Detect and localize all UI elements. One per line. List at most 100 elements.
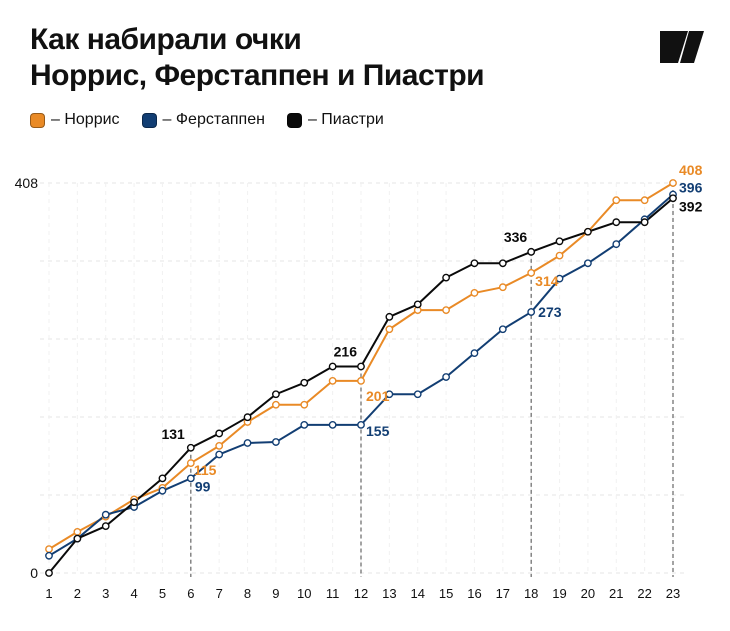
data-label-norris-race-23: 408 [679, 162, 703, 178]
data-point-verstappen [357, 420, 365, 429]
data-point-piastri [385, 312, 394, 321]
data-point-piastri [243, 413, 252, 422]
data-label-verstappen-race-6: 99 [195, 478, 211, 494]
data-point-piastri [158, 474, 167, 483]
data-point-norris [669, 179, 677, 187]
data-point-verstappen [612, 240, 621, 249]
chart-title: Как набирали очки Норрис, Ферстаппен и П… [30, 22, 485, 94]
data-label-norris-race-12: 201 [366, 388, 390, 404]
x-tick-label: 19 [552, 586, 566, 601]
chart-legend: – Норрис – Ферстаппен – Пиастри [30, 111, 384, 129]
data-point-verstappen [584, 259, 592, 268]
x-tick-label: 4 [130, 586, 137, 601]
x-tick-label: 10 [297, 586, 311, 601]
x-tick-label: 12 [354, 586, 368, 601]
data-point-norris [272, 400, 280, 409]
data-point-piastri [300, 378, 309, 387]
legend-swatch-norris [30, 112, 45, 128]
brand-logo-icon [660, 31, 704, 63]
data-point-norris [300, 400, 309, 409]
data-point-verstappen [498, 325, 507, 334]
x-tick-label: 13 [382, 586, 396, 601]
legend-item-verstappen: – Ферстаппен [141, 111, 265, 129]
data-point-norris [328, 376, 337, 385]
data-point-piastri [101, 522, 110, 531]
data-point-norris [612, 196, 621, 205]
data-point-norris [498, 283, 507, 292]
x-tick-label: 23 [666, 586, 680, 601]
data-point-norris [385, 325, 394, 334]
legend-swatch-piastri [286, 112, 302, 128]
x-tick-label: 22 [637, 586, 651, 601]
data-point-piastri [215, 429, 224, 438]
data-point-piastri [498, 259, 507, 268]
data-point-verstappen [328, 420, 337, 429]
data-point-norris [470, 289, 479, 297]
x-tick-label: 9 [272, 586, 279, 601]
data-point-verstappen [45, 551, 53, 560]
data-point-norris [73, 527, 82, 536]
data-point-norris [45, 545, 53, 554]
x-tick-label: 20 [581, 586, 595, 601]
data-point-piastri [584, 227, 592, 236]
data-point-norris [186, 459, 195, 467]
data-point-verstappen [243, 439, 252, 447]
x-tick-label: 2 [74, 586, 81, 601]
chart-title-line-2: Норрис, Ферстаппен и Пиастри [30, 59, 485, 92]
data-point-verstappen [470, 349, 479, 358]
data-point-norris [357, 376, 365, 385]
x-tick-label: 5 [159, 586, 166, 601]
data-label-piastri-race-6: 131 [161, 426, 185, 442]
data-point-verstappen [527, 308, 536, 316]
data-point-piastri [272, 390, 280, 399]
data-point-norris [527, 268, 536, 277]
data-point-verstappen [385, 390, 394, 399]
data-label-piastri-race-23: 392 [679, 198, 703, 214]
data-point-piastri [527, 247, 536, 256]
data-point-piastri [640, 218, 649, 227]
data-label-verstappen-race-23: 396 [679, 179, 703, 195]
data-label-piastri-race-12: 216 [334, 344, 358, 360]
x-tick-label: 7 [216, 586, 223, 601]
data-point-piastri [357, 362, 365, 371]
x-tick-label: 16 [467, 586, 481, 601]
x-tick-label: 1 [45, 586, 52, 601]
data-point-verstappen [272, 438, 280, 446]
legend-item-norris: – Норрис [30, 111, 120, 129]
x-tick-label: 21 [609, 586, 623, 601]
data-point-piastri [328, 362, 337, 371]
x-tick-label: 3 [102, 586, 109, 601]
x-tick-label: 15 [439, 586, 453, 601]
data-point-norris [555, 251, 564, 260]
y-tick-label: 408 [15, 175, 39, 191]
data-point-piastri [130, 498, 138, 507]
data-label-verstappen-race-18: 273 [538, 304, 562, 320]
data-point-norris [640, 196, 649, 205]
data-point-piastri [186, 443, 195, 452]
data-point-piastri [555, 237, 564, 246]
data-point-piastri [45, 569, 53, 577]
legend-item-piastri: – Пиастри [286, 111, 384, 129]
data-label-verstappen-race-12: 155 [366, 423, 390, 439]
data-point-verstappen [442, 373, 450, 381]
legend-swatch-verstappen [141, 112, 157, 128]
data-point-verstappen [158, 486, 167, 495]
data-point-piastri [470, 259, 479, 268]
data-point-piastri [73, 534, 82, 543]
data-point-verstappen [300, 420, 309, 429]
data-point-piastri [669, 194, 677, 203]
data-point-verstappen [413, 390, 422, 399]
data-label-piastri-race-18: 336 [504, 229, 528, 245]
data-point-verstappen [101, 510, 110, 519]
data-point-verstappen [186, 474, 195, 483]
data-label-norris-race-18: 314 [535, 273, 559, 289]
data-point-verstappen [215, 450, 224, 459]
y-tick-label: 0 [30, 565, 38, 581]
data-label-norris-race-6: 115 [194, 462, 217, 478]
x-tick-label: 8 [244, 586, 251, 601]
data-point-piastri [612, 218, 621, 227]
data-point-piastri [442, 273, 450, 282]
legend-label-verstappen: – Ферстаппен [162, 111, 265, 128]
legend-label-norris: – Норрис [51, 111, 120, 128]
